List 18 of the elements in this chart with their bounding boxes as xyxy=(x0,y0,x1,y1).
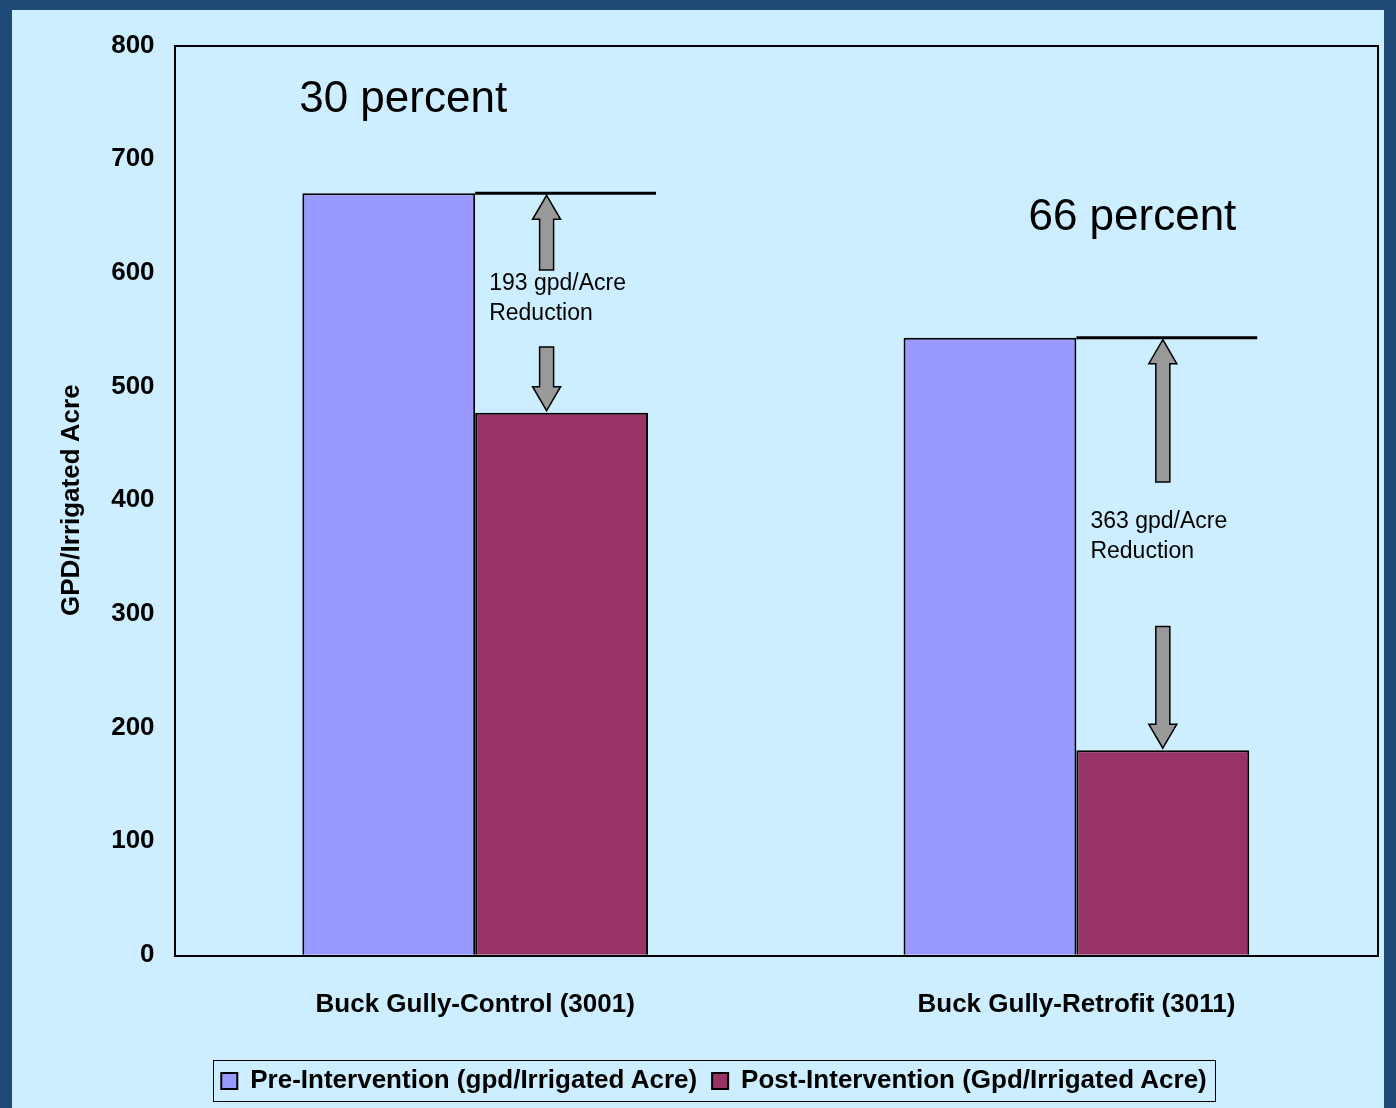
y-tick-label: 600 xyxy=(111,256,155,287)
x-tick-label: Buck Gully-Retrofit (3011) xyxy=(917,987,1236,1018)
annotation: 193 gpd/Acre Reduction xyxy=(489,268,627,328)
y-tick-label: 100 xyxy=(111,824,155,855)
annotation: 66 percent xyxy=(1028,188,1237,241)
x-tick-label: Buck Gully-Control (3001) xyxy=(315,987,635,1018)
annotation: 363 gpd/Acre Reduction xyxy=(1090,505,1229,565)
annotation: 30 percent xyxy=(299,70,508,123)
y-tick-label: 200 xyxy=(111,710,155,741)
y-axis-title: GPD/Irrigated Acre xyxy=(54,384,85,617)
y-tick-label: 500 xyxy=(111,369,155,400)
y-tick-label: 0 xyxy=(140,937,155,968)
y-tick-label: 300 xyxy=(111,597,155,628)
legend-label: Pre-Intervention (gpd/Irrigated Acre) xyxy=(250,1064,698,1095)
y-tick-label: 400 xyxy=(111,483,155,514)
y-tick-label: 800 xyxy=(111,28,155,59)
legend-label: Post-Intervention (Gpd/Irrigated Acre) xyxy=(741,1064,1207,1095)
y-tick-label: 700 xyxy=(111,142,155,173)
